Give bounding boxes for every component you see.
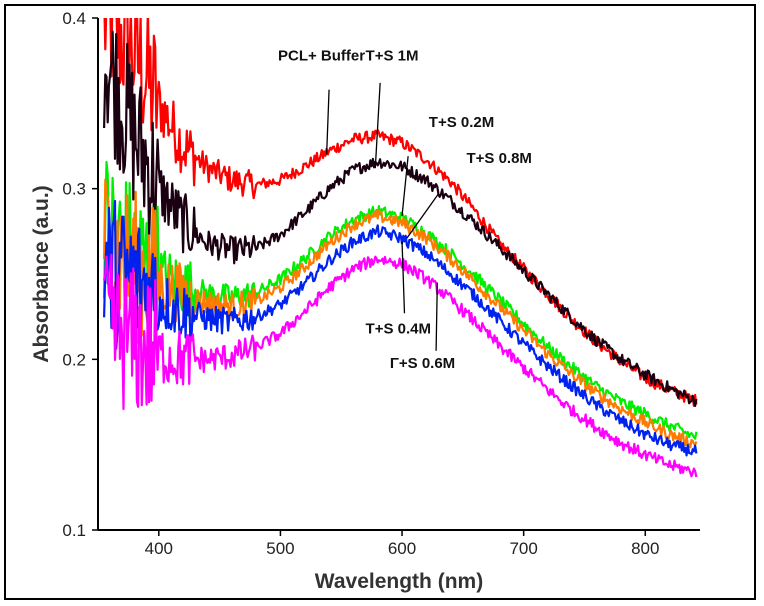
y-tick-label: 0.1 bbox=[62, 521, 86, 540]
annotation-leader bbox=[401, 241, 406, 314]
series-line-t-s-0-2m bbox=[103, 160, 698, 440]
annotations: PCL+ Buffer T+S 1M T+S 0.2M T+S 0.8M T+S 0.4… bbox=[278, 48, 532, 372]
annotation-leader bbox=[325, 89, 330, 155]
series-lines bbox=[103, 18, 698, 478]
x-tick-label: 800 bbox=[631, 539, 659, 558]
series-line-t-s-0-8m bbox=[103, 178, 698, 449]
x-axis-label: Wavelength (nm) bbox=[315, 570, 483, 593]
x-tick-label: 400 bbox=[145, 539, 173, 558]
series-line-t-s-0-4m bbox=[103, 199, 698, 457]
annotation-leader bbox=[435, 282, 438, 351]
x-tick-label: 700 bbox=[509, 539, 537, 558]
axes: 400 500 600 700 800 0.1 0.2 0.3 0.4 bbox=[62, 9, 700, 558]
annotation-label: PCL+ Buffer bbox=[278, 48, 365, 65]
y-tick-label: 0.2 bbox=[62, 350, 86, 369]
x-tick-label: 500 bbox=[266, 539, 294, 558]
annotation-label: T+S 0.4M bbox=[366, 321, 431, 338]
annotation-leader bbox=[374, 82, 381, 169]
series-line-t-s-1m bbox=[103, 30, 698, 407]
series-line-t-s-0-6m bbox=[103, 253, 698, 478]
annotation-label: T+S 0.8M bbox=[466, 150, 531, 167]
x-tick-label: 600 bbox=[388, 539, 416, 558]
y-axis-label: Absorbance (a.u.) bbox=[30, 185, 53, 362]
annotation-leader bbox=[406, 193, 440, 239]
y-tick-label: 0.4 bbox=[62, 9, 86, 28]
annotation-label: T+S 1M bbox=[366, 48, 419, 65]
annotation-label: T+S 0.2M bbox=[429, 114, 494, 131]
y-tick-label: 0.3 bbox=[62, 180, 86, 199]
annotation-leader bbox=[401, 156, 409, 217]
annotation-label: Γ+S 0.6M bbox=[390, 355, 455, 372]
